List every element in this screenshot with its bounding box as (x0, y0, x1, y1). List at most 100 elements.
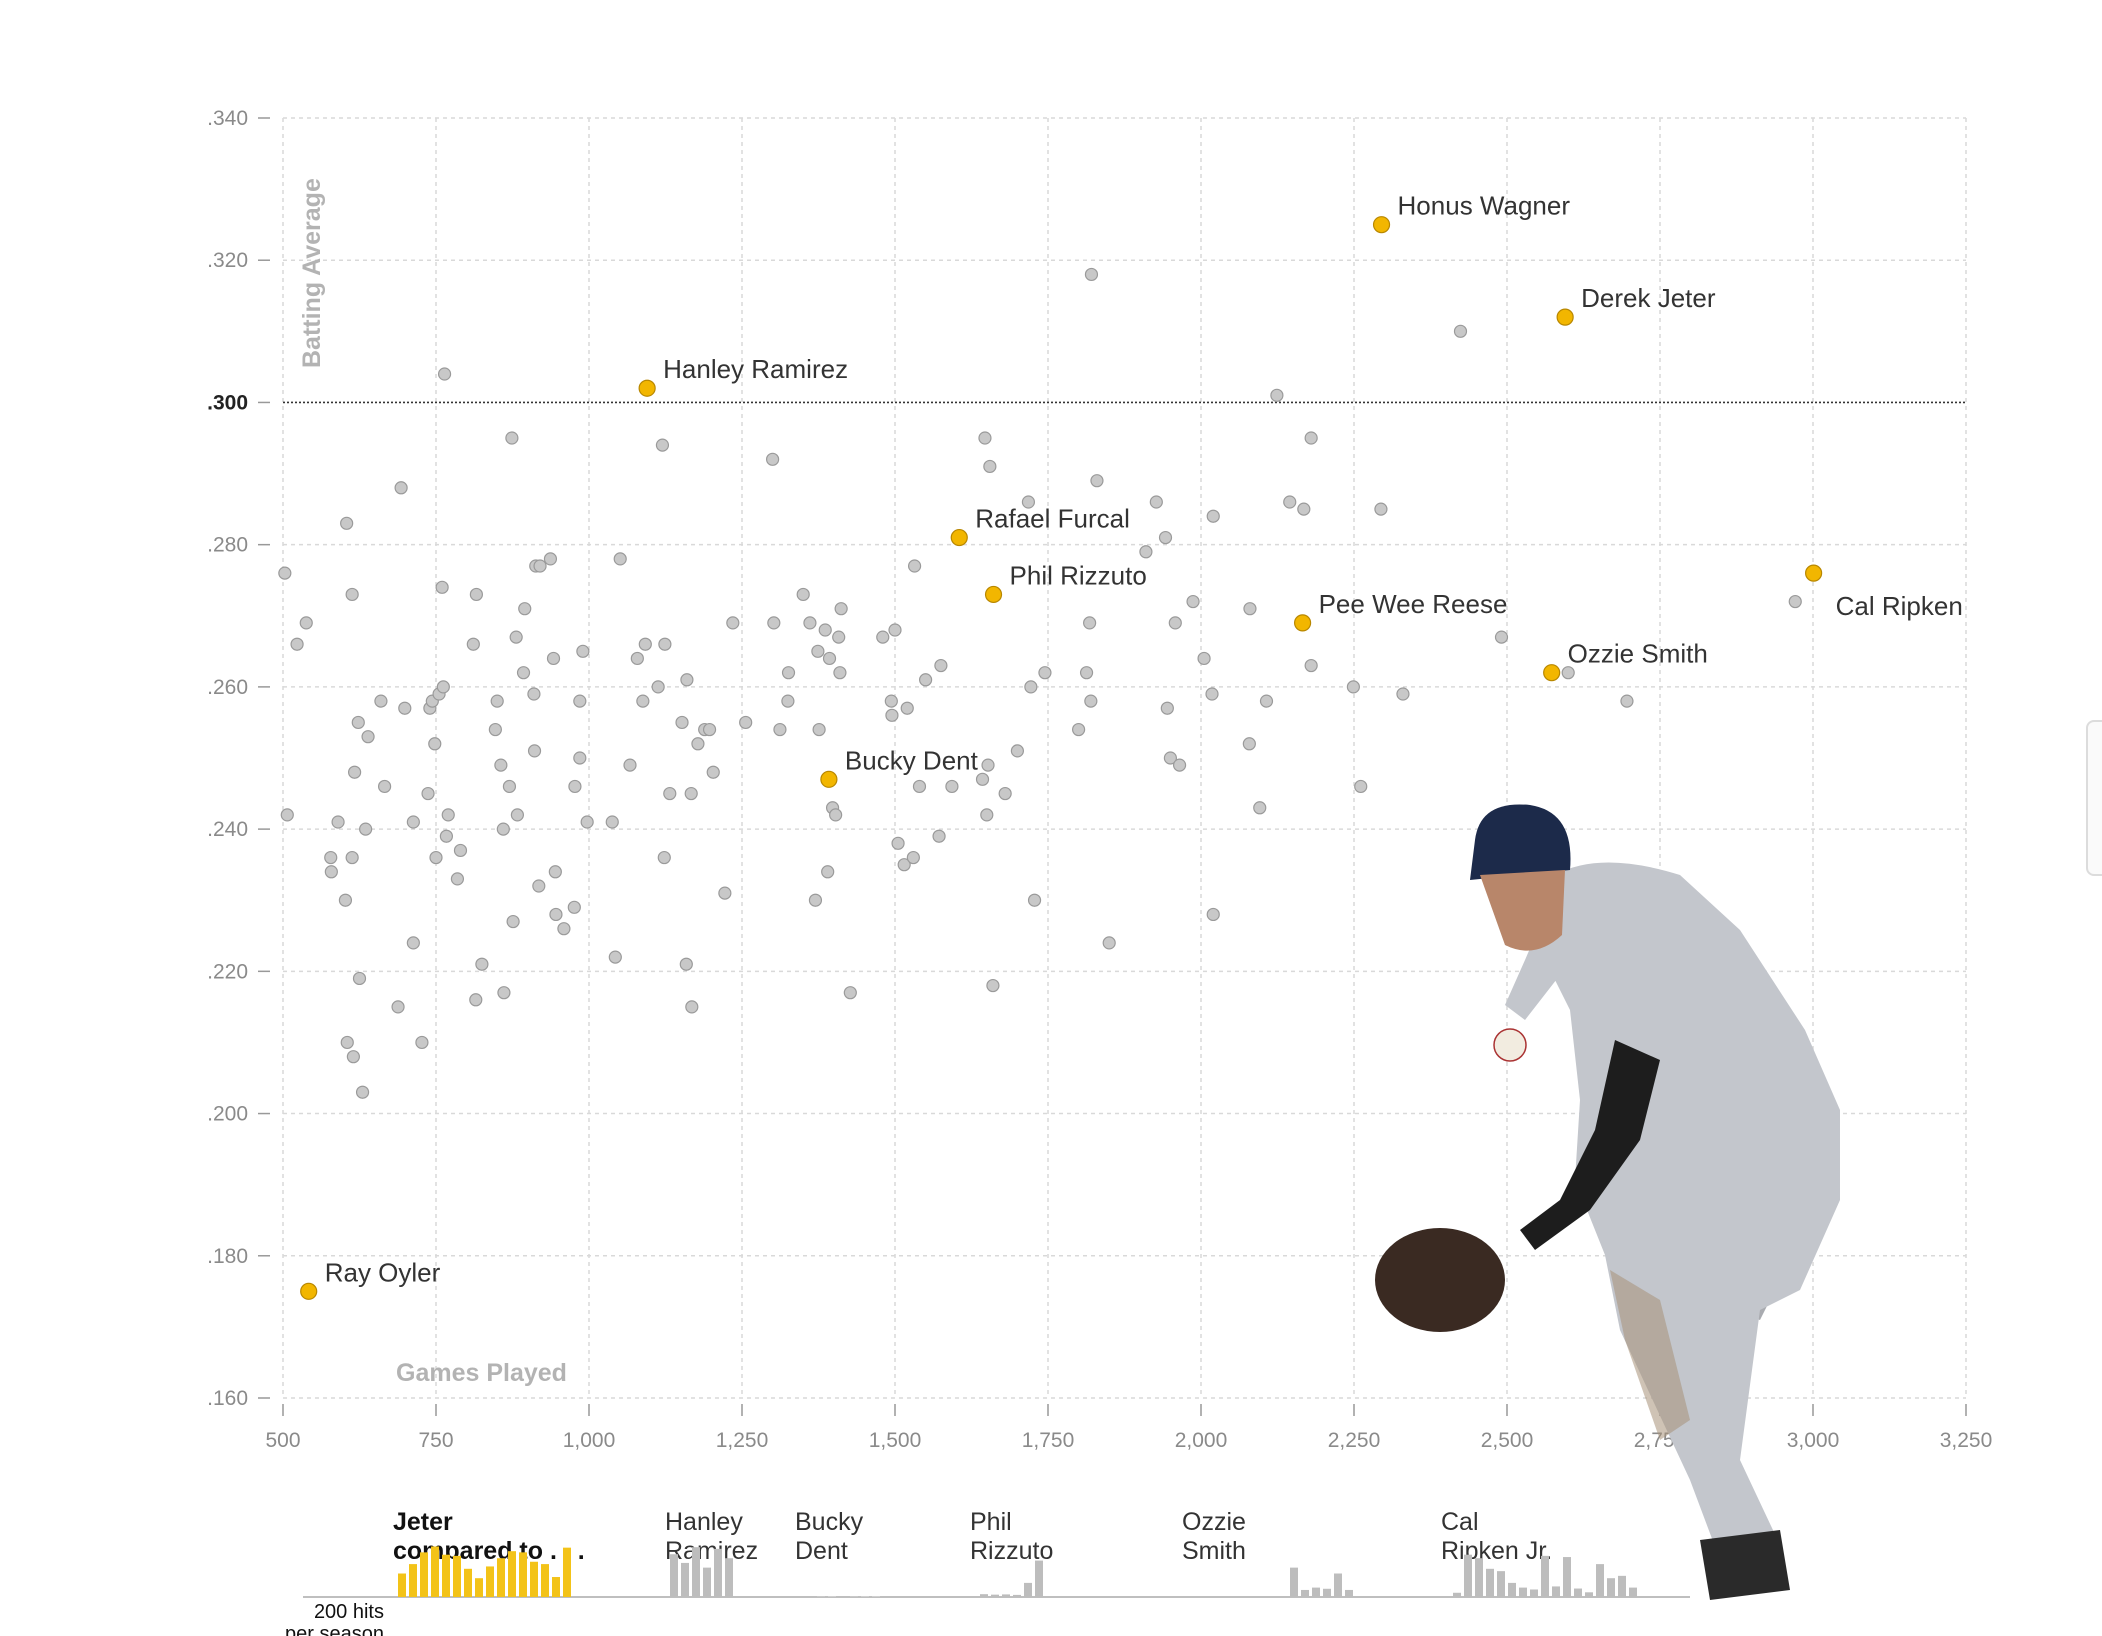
comparison-panel: Jeter compared to . . . HanleyRamirezBuc… (285, 1508, 1690, 1636)
data-point (340, 516, 354, 530)
data-point (613, 552, 627, 566)
comparison-bar (1497, 1571, 1505, 1597)
comparison-player-name: Ripken Jr. (1441, 1537, 1552, 1565)
data-point (1084, 267, 1099, 282)
data-point (998, 786, 1012, 801)
data-point (1021, 495, 1036, 509)
y-tick-label: .320 (207, 249, 248, 272)
highlighted-point (638, 379, 656, 397)
data-point (803, 616, 817, 630)
data-point (1206, 509, 1220, 523)
data-point (1083, 616, 1097, 630)
jeter-bar (497, 1558, 505, 1597)
data-point (351, 715, 365, 730)
comparison-bar (839, 1596, 847, 1597)
x-tick-label: 2,000 (1175, 1429, 1228, 1452)
data-point (1197, 651, 1211, 666)
comparison-bar (1486, 1568, 1494, 1597)
x-tick-label: 500 (265, 1429, 300, 1452)
data-point (1453, 324, 1468, 338)
y-tick-label: .340 (207, 107, 248, 130)
data-point (638, 637, 652, 651)
data-point (685, 1000, 699, 1014)
data-point (1139, 545, 1153, 559)
data-point (684, 786, 698, 801)
comparison-bar (1530, 1589, 1538, 1597)
data-point (340, 1035, 354, 1050)
comparison-bar (1574, 1588, 1582, 1597)
data-point (1158, 530, 1173, 545)
jeter-bar (519, 1552, 527, 1597)
comparison-scale-label-line-1: 200 hits (314, 1601, 384, 1623)
x-tick-label: 3,000 (1787, 1429, 1840, 1452)
data-point (934, 658, 948, 673)
data-point (469, 993, 483, 1007)
data-point (355, 1085, 370, 1099)
data-point (568, 779, 582, 794)
highlighted-point-label: Hanley Ramirez (663, 354, 848, 384)
data-point (885, 708, 899, 722)
data-point (822, 651, 837, 666)
data-point (352, 971, 367, 986)
comparison-bar (1618, 1575, 1626, 1597)
data-point (986, 978, 1000, 993)
jeter-bar (508, 1551, 516, 1597)
jeter-bar (398, 1573, 406, 1597)
data-point (324, 865, 338, 879)
data-point (1243, 602, 1257, 616)
data-point (932, 829, 946, 843)
comparison-bar (1290, 1567, 1298, 1597)
highlighted-point-label: Honus Wagner (1398, 191, 1571, 221)
data-point (1102, 936, 1116, 950)
comparison-bar (1519, 1587, 1527, 1597)
data-point (1396, 687, 1410, 701)
comparison-player-name: Hanley (665, 1508, 743, 1536)
comparison-player-name: Ramirez (665, 1537, 758, 1565)
data-point (557, 922, 571, 936)
data-point (415, 1035, 429, 1050)
data-point (428, 737, 442, 751)
data-point (767, 616, 781, 630)
comparison-player-name: Dent (795, 1537, 848, 1565)
x-tick-label: 750 (418, 1429, 453, 1452)
data-point (345, 587, 359, 602)
comparison-bar (1607, 1578, 1615, 1597)
highlighted-point (984, 585, 1003, 604)
data-point (429, 850, 443, 865)
comparison-bars (398, 1546, 1637, 1597)
comparison-player-name: Phil (970, 1508, 1012, 1536)
data-point (450, 872, 465, 886)
data-point (374, 694, 388, 708)
highlighted-point-label: Ozzie Smith (1568, 639, 1708, 669)
data-point (765, 452, 780, 466)
data-point (981, 758, 995, 772)
comparison-bar (1345, 1589, 1353, 1597)
y-axis-ticks: .160 .180 .200 .220 .240 .260 .280 .300 .320 .340 (207, 107, 270, 1410)
comparison-bar (703, 1567, 711, 1597)
side-tab-handle[interactable] (2086, 720, 2102, 876)
data-point (1354, 779, 1368, 794)
data-point (1270, 388, 1284, 402)
data-point (781, 694, 795, 708)
data-point (1084, 694, 1098, 708)
data-point (1172, 758, 1187, 772)
jeter-bar (486, 1566, 494, 1597)
data-point (655, 438, 670, 452)
data-point (1304, 658, 1318, 673)
jeter-bar (541, 1564, 549, 1597)
data-point (796, 587, 810, 602)
data-point (466, 637, 480, 651)
data-point (945, 779, 959, 794)
x-tick-label: 1,250 (716, 1429, 769, 1452)
data-point (739, 715, 753, 730)
data-point (980, 808, 994, 822)
highlighted-point (1556, 308, 1574, 326)
comparison-bar (1301, 1589, 1309, 1597)
data-point (549, 907, 563, 922)
highlighted-point (820, 770, 838, 788)
x-tick-label: 1,000 (563, 1429, 616, 1452)
player-cleat (1700, 1530, 1790, 1600)
data-point (680, 673, 694, 687)
jeter-bar (442, 1554, 450, 1597)
data-point (518, 602, 532, 616)
